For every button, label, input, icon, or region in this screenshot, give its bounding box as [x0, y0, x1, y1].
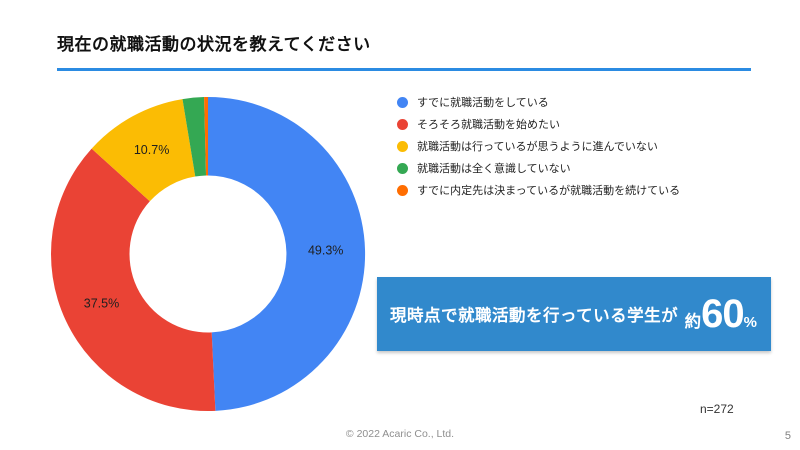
page-title: 現在の就職活動の状況を教えてください	[57, 35, 371, 54]
donut-slice-4	[204, 97, 208, 176]
title-underline	[57, 68, 751, 71]
highlight-unit: %	[743, 314, 757, 331]
slice-value-label-1: 37.5%	[84, 297, 119, 311]
legend-item-label: すでに就職活動をしている	[417, 97, 549, 109]
legend-item-2: 就職活動は行っているが思うように進んでいない	[397, 139, 680, 153]
legend-dot-icon	[397, 140, 408, 152]
legend-item-label: 就職活動は行っているが思うように進んでいない	[417, 141, 658, 153]
donut-slice-2	[91, 99, 196, 202]
donut-slice-1	[50, 148, 216, 412]
slice-value-label-0: 49.3%	[308, 243, 343, 257]
highlight-banner: 現時点で就職活動を行っている学生が 約 60 %	[377, 277, 771, 351]
slice-value-label-2: 10.7%	[134, 143, 169, 157]
legend-dot-icon	[397, 118, 408, 130]
legend-item-1: そろそろ就職活動を始めたい	[397, 117, 680, 131]
legend-item-label: そろそろ就職活動を始めたい	[417, 119, 560, 131]
sample-size-label: n=272	[700, 402, 734, 416]
legend-item-4: すでに内定先は決まっているが就職活動を続けている	[397, 183, 680, 197]
legend-item-label: すでに内定先は決まっているが就職活動を続けている	[417, 185, 681, 197]
highlight-approx-prefix: 約	[684, 313, 702, 331]
legend-item-3: 就職活動は全く意識していない	[397, 161, 680, 175]
donut-chart: 49.3% 37.5% 10.7%	[50, 96, 366, 412]
page-number: 5	[784, 430, 791, 442]
legend-item-label: 就職活動は全く意識していない	[417, 163, 571, 175]
legend-dot-icon	[397, 184, 408, 196]
legend-dot-icon	[397, 162, 408, 174]
donut-slice-0	[208, 96, 366, 411]
legend-item-0: すでに就職活動をしている	[397, 95, 680, 109]
chart-legend: すでに就職活動をしている そろそろ就職活動を始めたい就職活動は行っているが思うよう…	[397, 95, 680, 205]
highlight-stat: 約 60 %	[685, 294, 757, 334]
highlight-text: 現時点で就職活動を行っている学生が	[390, 307, 679, 325]
highlight-value: 60	[701, 292, 744, 336]
legend-dot-icon	[397, 96, 408, 108]
footer-copyright: © 2022 Acaric Co., Ltd.	[345, 428, 455, 440]
donut-slice-3	[182, 97, 207, 177]
